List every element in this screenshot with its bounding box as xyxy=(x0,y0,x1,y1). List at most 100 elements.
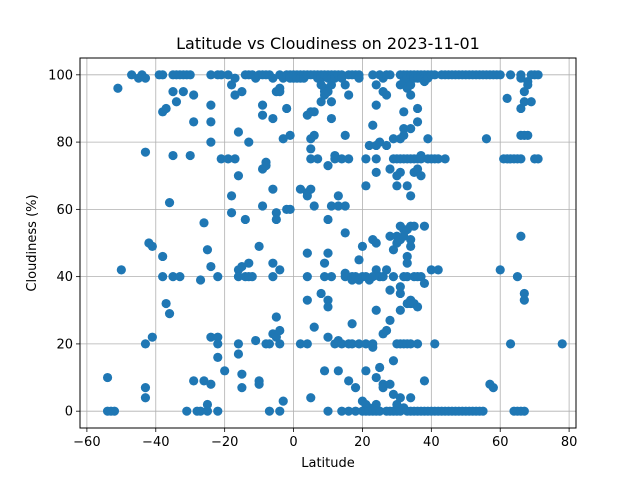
data-point xyxy=(519,288,529,299)
data-point xyxy=(505,70,516,80)
data-point xyxy=(406,241,416,251)
data-point xyxy=(340,130,350,140)
data-point xyxy=(309,322,319,332)
data-point xyxy=(230,90,240,100)
data-point xyxy=(388,389,399,399)
data-point xyxy=(309,107,319,117)
data-point xyxy=(399,124,409,134)
data-point xyxy=(306,393,316,403)
data-point xyxy=(388,272,399,282)
data-point xyxy=(385,70,395,80)
data-point xyxy=(202,245,213,255)
data-point xyxy=(361,181,371,191)
data-point xyxy=(419,221,430,231)
data-point xyxy=(412,302,423,312)
data-point xyxy=(213,352,223,362)
data-point xyxy=(344,376,354,386)
data-point xyxy=(216,154,226,164)
data-point xyxy=(340,201,350,211)
data-point xyxy=(364,140,374,151)
data-point xyxy=(388,356,399,366)
data-point xyxy=(302,272,312,282)
data-point xyxy=(344,154,354,164)
data-point xyxy=(251,335,261,346)
data-point xyxy=(233,171,244,181)
data-point xyxy=(402,181,412,191)
data-point xyxy=(392,181,402,191)
data-point xyxy=(113,83,123,93)
data-point xyxy=(233,127,244,137)
data-point xyxy=(161,298,171,309)
data-point xyxy=(333,366,343,376)
data-point xyxy=(523,80,533,90)
data-point xyxy=(158,251,168,262)
data-point xyxy=(140,393,151,403)
data-point xyxy=(361,339,371,349)
data-point xyxy=(226,191,237,201)
data-point xyxy=(164,198,175,208)
chart-title: Latitude vs Cloudiness on 2023-11-01 xyxy=(176,34,480,53)
data-point xyxy=(440,154,450,164)
data-point xyxy=(102,372,113,383)
data-point xyxy=(275,87,285,97)
data-point xyxy=(406,90,416,100)
data-point xyxy=(381,265,392,275)
data-point xyxy=(330,154,340,164)
data-point xyxy=(350,406,361,416)
data-point xyxy=(385,285,395,295)
data-point xyxy=(237,383,247,393)
data-point xyxy=(306,184,316,194)
data-point xyxy=(230,73,240,83)
data-point xyxy=(381,325,392,336)
data-point xyxy=(319,258,330,268)
data-point xyxy=(233,349,244,359)
data-point xyxy=(323,248,333,258)
data-point xyxy=(278,396,288,406)
data-point xyxy=(337,406,347,416)
data-point xyxy=(340,80,350,90)
data-point xyxy=(275,339,285,349)
data-point xyxy=(409,221,419,231)
data-point xyxy=(223,154,233,164)
data-point xyxy=(127,70,137,80)
data-point xyxy=(285,130,295,140)
data-point xyxy=(309,201,319,211)
data-point xyxy=(158,70,168,80)
x-tick-label: −40 xyxy=(142,435,169,450)
data-point xyxy=(161,103,171,114)
data-point xyxy=(478,406,488,416)
data-point xyxy=(199,376,209,386)
data-point xyxy=(326,97,337,107)
data-point xyxy=(195,406,206,416)
y-axis-ticks: 0 20 40 60 80 100 xyxy=(48,68,80,420)
data-point xyxy=(285,204,295,214)
data-point xyxy=(275,265,285,275)
data-point xyxy=(306,154,316,164)
data-point xyxy=(237,261,247,272)
data-point xyxy=(140,339,151,349)
data-point xyxy=(213,272,223,282)
data-point xyxy=(247,272,257,282)
data-point xyxy=(402,258,412,268)
data-point xyxy=(402,272,412,282)
data-point xyxy=(385,379,395,389)
data-point xyxy=(385,231,395,241)
data-point xyxy=(412,117,423,127)
data-point xyxy=(230,154,240,164)
data-point xyxy=(406,235,416,245)
data-point xyxy=(323,161,333,171)
x-tick-label: 60 xyxy=(492,435,509,450)
data-point xyxy=(426,265,436,275)
data-point xyxy=(168,87,178,97)
data-point xyxy=(158,272,168,282)
data-point xyxy=(195,275,206,285)
data-point xyxy=(495,265,505,275)
data-point xyxy=(399,107,409,117)
x-tick-label: 80 xyxy=(561,435,578,450)
data-point xyxy=(313,154,323,164)
data-point xyxy=(189,376,199,386)
data-point xyxy=(199,218,209,228)
data-point xyxy=(354,339,364,349)
data-point xyxy=(354,255,364,265)
data-point xyxy=(419,376,430,386)
